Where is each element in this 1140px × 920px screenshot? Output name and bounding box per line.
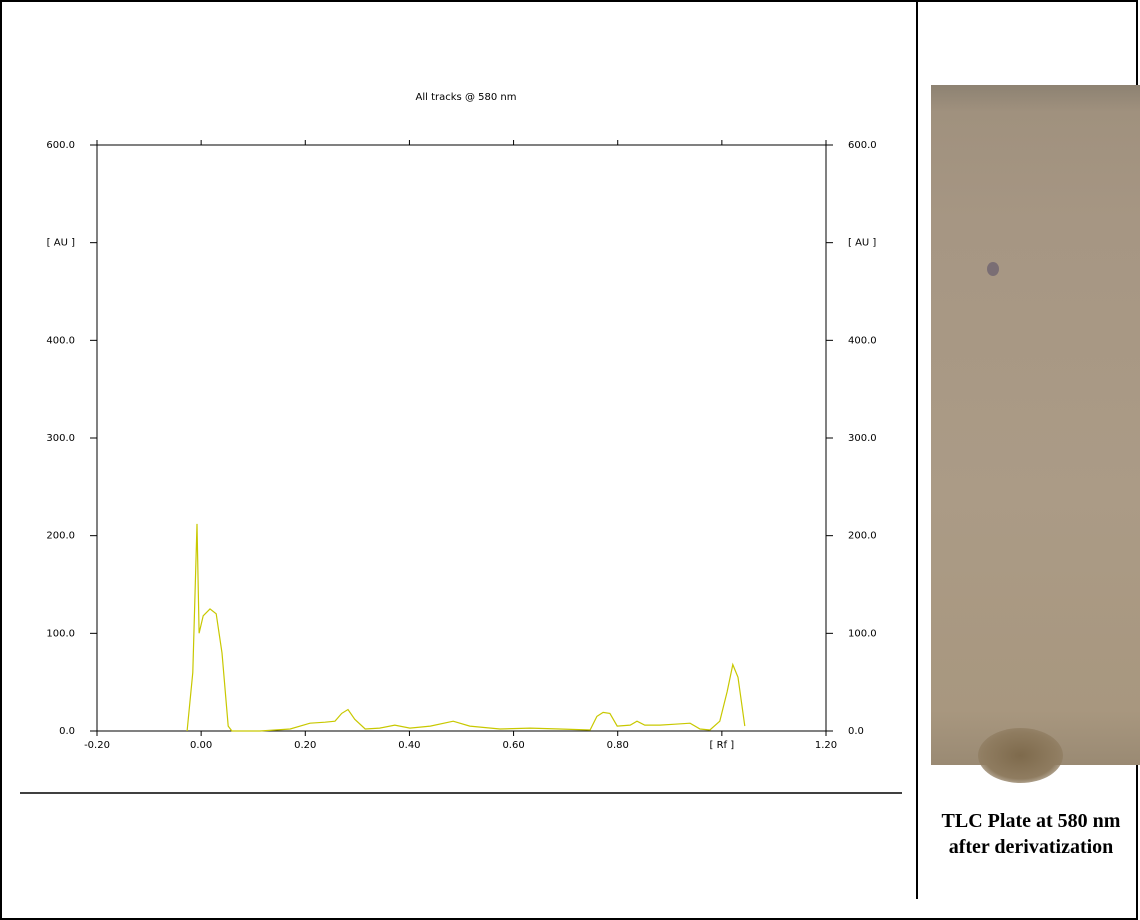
y2-tick-label: 200.0 <box>848 531 877 542</box>
y-tick-label: 100.0 <box>46 628 75 639</box>
x-tick-label: 1.20 <box>815 740 837 751</box>
y2-tick-label: 400.0 <box>848 335 877 346</box>
y-tick-label: 200.0 <box>46 531 75 542</box>
y2-tick-label: 100.0 <box>848 628 877 639</box>
x-tick-label: 0.00 <box>190 740 212 751</box>
x-tick-label: 0.60 <box>502 740 524 751</box>
x-tick-label: -0.20 <box>84 740 110 751</box>
plate-origin <box>978 728 1063 783</box>
tlc-plate <box>931 85 1140 765</box>
y-tick-label: 0.0 <box>59 726 75 737</box>
caption: TLC Plate at 580 nm after derivatization <box>941 810 1121 858</box>
y-tick-label: 600.0 <box>46 140 75 151</box>
y2-tick-label: [ AU ] <box>848 238 876 249</box>
divider <box>916 0 918 899</box>
trace <box>186 523 746 732</box>
chart: All tracks @ 580 nm 0.0 100.0 200.0 300.0 40… <box>20 92 902 794</box>
y-tick-label: [ AU ] <box>47 238 75 249</box>
x-tick-label: 0.20 <box>294 740 316 751</box>
x-tick-label: [ Rf ] <box>710 740 735 751</box>
y-tick-label: 400.0 <box>46 335 75 346</box>
y-tick-label: 300.0 <box>46 433 75 444</box>
plate-spot <box>987 262 999 276</box>
plot-frame <box>96 144 827 732</box>
chart-title: All tracks @ 580 nm <box>416 92 517 103</box>
x-tick-label: 0.40 <box>398 740 420 751</box>
y2-tick-label: 0.0 <box>848 726 864 737</box>
y2-tick-label: 600.0 <box>848 140 877 151</box>
x-tick-label: 0.80 <box>607 740 629 751</box>
y2-tick-label: 300.0 <box>848 433 877 444</box>
